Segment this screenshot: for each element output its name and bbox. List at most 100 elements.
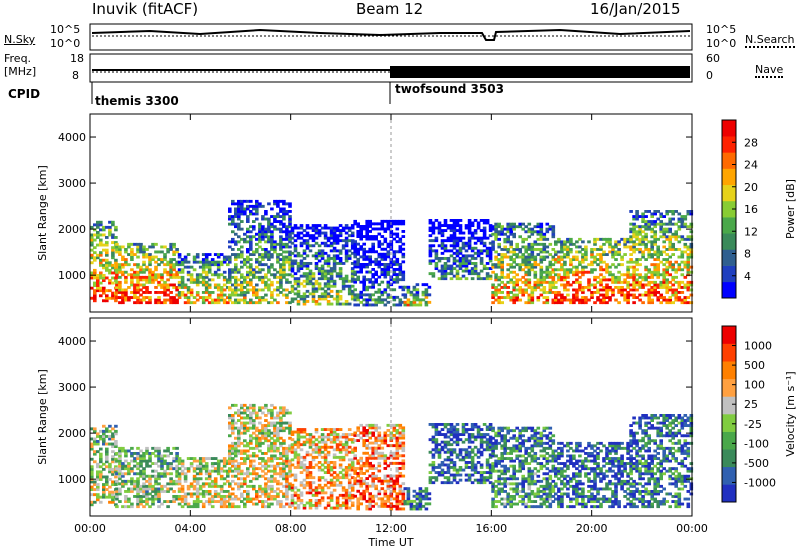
data-cell xyxy=(255,434,259,438)
data-cell xyxy=(383,263,388,266)
data-cell xyxy=(398,303,403,307)
data-cell xyxy=(401,285,406,289)
data-cell xyxy=(485,221,490,225)
data-cell xyxy=(593,291,597,294)
data-cell xyxy=(656,273,660,277)
data-cell xyxy=(261,237,265,241)
data-cell xyxy=(680,268,685,272)
data-cell xyxy=(509,296,513,299)
data-cell xyxy=(276,436,280,440)
data-cell xyxy=(276,212,280,216)
data-cell xyxy=(500,232,504,236)
data-cell xyxy=(142,474,146,478)
data-cell xyxy=(311,297,316,301)
data-cell xyxy=(130,280,134,284)
data-cell xyxy=(296,461,301,464)
data-cell xyxy=(359,484,363,488)
data-cell xyxy=(527,296,532,299)
data-cell xyxy=(590,293,594,297)
data-cell xyxy=(497,253,501,256)
data-cell xyxy=(617,242,621,246)
data-cell xyxy=(335,289,340,293)
data-cell xyxy=(213,492,218,496)
data-cell xyxy=(659,230,663,234)
data-cell xyxy=(157,446,161,450)
data-cell xyxy=(240,253,244,256)
data-cell xyxy=(548,263,553,267)
data-cell xyxy=(403,303,408,307)
data-cell xyxy=(264,273,268,277)
data-cell xyxy=(686,237,691,241)
data-cell xyxy=(192,301,197,305)
data-cell xyxy=(264,459,268,463)
data-cell xyxy=(139,497,143,501)
data-cell xyxy=(285,421,289,425)
data-cell xyxy=(485,236,490,240)
data-cell xyxy=(320,496,325,500)
data-cell xyxy=(285,255,289,259)
data-cell xyxy=(305,246,310,250)
data-cell xyxy=(386,219,391,223)
data-cell xyxy=(157,457,161,460)
data-cell xyxy=(172,497,176,501)
data-cell xyxy=(290,488,295,492)
data-cell xyxy=(231,441,235,445)
data-cell xyxy=(115,286,119,289)
data-cell xyxy=(130,490,134,493)
data-cell xyxy=(192,469,197,473)
data-cell xyxy=(285,278,289,282)
data-cell xyxy=(584,286,588,289)
data-cell xyxy=(240,220,244,223)
data-cell xyxy=(377,290,382,294)
data-cell xyxy=(121,263,125,267)
data-cell xyxy=(285,258,289,261)
data-cell xyxy=(115,280,119,284)
data-cell xyxy=(491,286,495,289)
data-cell xyxy=(226,301,230,305)
data-cell xyxy=(127,467,131,471)
data-cell xyxy=(464,277,469,281)
data-cell xyxy=(320,463,325,467)
data-cell xyxy=(689,288,694,292)
data-cell xyxy=(377,298,382,302)
data-cell xyxy=(121,484,125,488)
data-cell xyxy=(308,269,313,273)
data-cell xyxy=(308,440,313,444)
data-cell xyxy=(386,222,391,226)
data-cell xyxy=(512,288,516,292)
data-cell xyxy=(683,296,688,299)
data-cell xyxy=(228,505,232,509)
data-cell xyxy=(279,454,283,458)
data-cell xyxy=(302,274,307,278)
data-cell xyxy=(213,469,218,473)
data-cell xyxy=(350,244,355,248)
data-cell xyxy=(362,303,366,307)
data-cell xyxy=(299,471,304,474)
data-cell xyxy=(108,220,112,224)
data-cell xyxy=(371,227,375,231)
data-cell xyxy=(180,275,185,279)
data-cell xyxy=(93,271,97,275)
data-cell xyxy=(270,495,274,498)
data-cell xyxy=(587,283,591,287)
data-cell xyxy=(338,466,343,469)
data-cell xyxy=(353,270,357,274)
colorbar-swatch xyxy=(722,120,736,137)
data-cell xyxy=(424,293,429,297)
data-cell xyxy=(240,212,244,216)
data-cell xyxy=(527,253,532,256)
data-cell xyxy=(157,497,161,501)
data-cell xyxy=(317,483,322,487)
data-cell xyxy=(237,482,241,486)
data-cell xyxy=(118,301,122,305)
data-cell xyxy=(255,497,259,501)
data-cell xyxy=(638,286,642,289)
data-cell xyxy=(279,411,283,415)
data-cell xyxy=(497,275,501,279)
data-cell xyxy=(226,263,230,267)
data-cell xyxy=(172,457,176,460)
data-cell xyxy=(237,429,241,433)
data-cell xyxy=(234,446,238,450)
data-cell xyxy=(93,233,97,237)
data-cell xyxy=(231,240,235,244)
